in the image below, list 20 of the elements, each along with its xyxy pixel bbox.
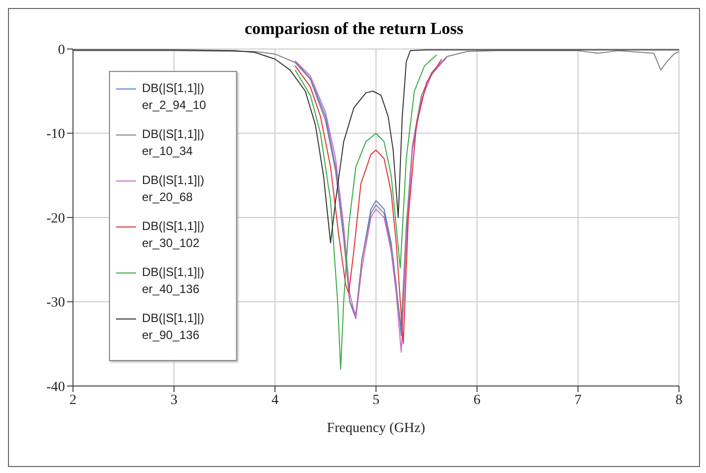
x-axis-title: Frequency (GHz)	[326, 421, 426, 436]
y-tick-label: 0	[58, 42, 65, 58]
x-tick-label: 5	[372, 392, 380, 408]
legend-label: DB(|S[1,1]|) er_40_136	[142, 264, 206, 298]
y-tick-label: -20	[46, 211, 65, 226]
legend-label: DB(|S[1,1]|) er_90_136	[142, 310, 206, 344]
y-tick-label: -40	[46, 380, 65, 395]
y-tick-label: -30	[46, 296, 65, 311]
y-tick-label: -10	[46, 127, 65, 142]
x-tick-label: 2	[70, 392, 76, 408]
x-tick-label: 3	[170, 392, 178, 408]
legend-label: DB(|S[1,1]|) er_30_102	[142, 218, 206, 252]
x-tick-label: 4	[272, 392, 278, 408]
legend-label: DB(|S[1,1]|) er_2_94_10	[142, 80, 208, 114]
chart-title: compariosn of the return Loss	[244, 19, 464, 39]
x-tick-label: 8	[676, 392, 682, 408]
legend-label: DB(|S[1,1]|) er_20_68	[142, 172, 206, 206]
x-tick-label: 6	[474, 392, 480, 408]
x-tick-label: 7	[574, 392, 582, 408]
legend-label: DB(|S[1,1]|) er_10_34	[142, 126, 206, 160]
